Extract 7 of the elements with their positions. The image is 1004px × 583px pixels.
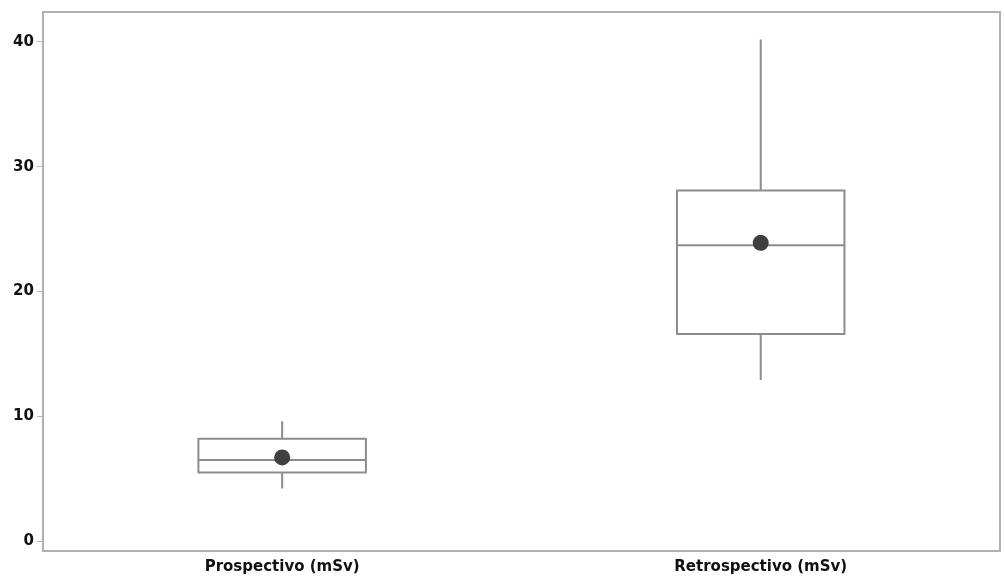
x-tick-label: Retrospectivo (mSv)	[674, 556, 848, 575]
y-tick-label: 40	[13, 31, 34, 50]
y-tick-label: 0	[23, 530, 34, 549]
y-tick-label: 20	[13, 281, 34, 300]
x-tick-label: Prospectivo (mSv)	[204, 556, 360, 575]
y-tick-label: 30	[13, 156, 34, 175]
y-tick-label: 10	[13, 406, 34, 425]
